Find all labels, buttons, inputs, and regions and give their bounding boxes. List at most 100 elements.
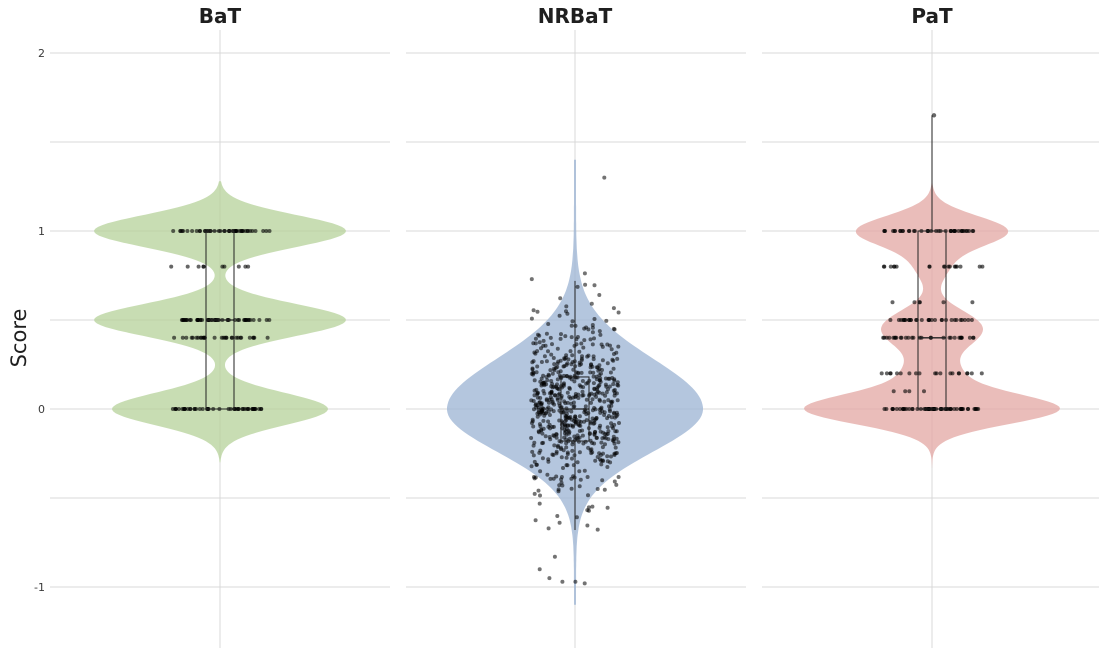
data-point [614, 482, 619, 487]
data-point [583, 282, 588, 287]
data-point [588, 448, 593, 453]
data-point [184, 318, 189, 322]
data-point [614, 451, 619, 455]
data-point [577, 360, 582, 365]
data-point [611, 382, 616, 387]
data-point [960, 229, 965, 233]
data-point [555, 514, 560, 518]
data-point [531, 424, 536, 429]
data-point [594, 394, 599, 399]
data-point [188, 407, 193, 411]
data-point [597, 383, 602, 387]
data-point [267, 229, 272, 233]
data-point [958, 407, 963, 411]
data-point [910, 407, 915, 411]
data-point [557, 313, 562, 318]
data-point [212, 335, 217, 340]
data-point [589, 400, 593, 405]
data-point [958, 264, 963, 269]
data-point [605, 361, 610, 366]
violin-pat [804, 181, 1060, 468]
data-point [564, 414, 569, 419]
data-point [605, 431, 610, 436]
data-point [173, 407, 178, 411]
data-point [182, 407, 187, 411]
data-point [265, 335, 270, 340]
data-point [890, 300, 895, 305]
data-point [556, 487, 561, 492]
data-point [570, 442, 575, 447]
data-point [593, 458, 598, 463]
data-point [888, 264, 893, 269]
data-point [539, 360, 544, 364]
data-point [234, 229, 239, 233]
data-point [605, 425, 610, 430]
data-point [250, 229, 255, 233]
data-point [611, 434, 616, 439]
data-point [614, 429, 619, 434]
data-point [964, 229, 969, 233]
data-point [559, 332, 563, 337]
data-point [590, 397, 595, 402]
data-point [554, 435, 559, 440]
data-point [901, 407, 906, 411]
data-point [613, 445, 618, 450]
data-point [565, 311, 570, 316]
data-point [912, 229, 917, 233]
data-point [552, 443, 557, 448]
data-point [939, 318, 944, 322]
data-point [568, 349, 573, 354]
data-point [977, 264, 982, 269]
data-point [595, 389, 600, 394]
data-point [236, 335, 241, 340]
data-point [582, 419, 587, 424]
data-point [557, 418, 562, 423]
outlier-point [552, 554, 557, 559]
data-point [536, 488, 541, 493]
data-point [579, 370, 584, 375]
data-point [590, 342, 595, 347]
data-point [539, 410, 544, 415]
data-point [573, 394, 578, 399]
data-point [888, 371, 893, 376]
data-point [585, 475, 590, 479]
data-point [570, 448, 575, 453]
data-point [529, 421, 534, 425]
data-point [577, 484, 582, 489]
data-point [530, 417, 535, 422]
data-point [608, 343, 612, 348]
y-tick-label: 0 [38, 403, 45, 416]
data-point [898, 371, 903, 376]
y-tick-label: 2 [38, 47, 45, 60]
data-point [609, 454, 613, 459]
data-point [927, 318, 931, 322]
data-point [612, 422, 617, 427]
data-point [570, 423, 575, 428]
data-point [604, 390, 609, 395]
panel-title: NRBaT [538, 4, 613, 28]
outlier-point [537, 567, 542, 572]
data-point [530, 449, 535, 454]
data-point [236, 264, 241, 269]
data-point [550, 371, 555, 376]
data-point [894, 407, 899, 411]
data-point [591, 370, 596, 375]
data-point [891, 389, 896, 394]
data-point [907, 318, 911, 322]
data-point [609, 347, 614, 352]
data-point [578, 477, 583, 482]
data-point [600, 478, 605, 483]
data-point [903, 389, 908, 394]
data-point [609, 421, 614, 426]
data-point [616, 310, 621, 315]
data-point [264, 229, 269, 233]
data-point [529, 398, 534, 403]
data-point [569, 401, 574, 406]
data-point [251, 318, 256, 322]
data-point [569, 323, 574, 328]
data-point [529, 316, 534, 321]
data-point [535, 309, 540, 314]
data-point [941, 300, 946, 305]
data-point [949, 318, 954, 322]
